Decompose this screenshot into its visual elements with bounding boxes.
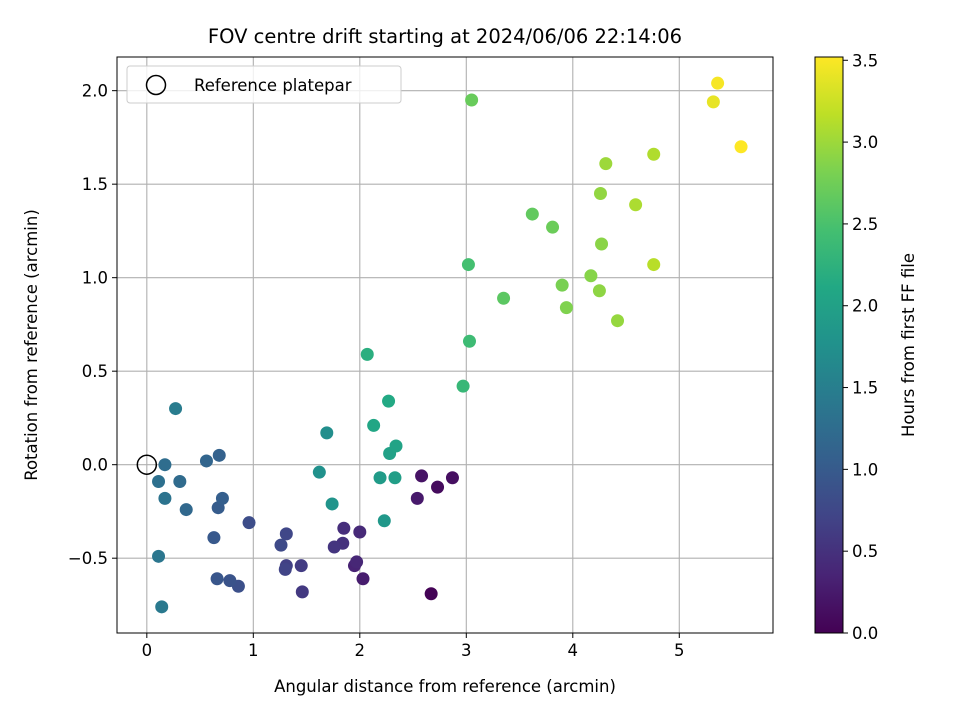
data-point <box>546 220 560 234</box>
data-point <box>152 549 166 563</box>
colorbar-tick-label: 2.0 <box>852 297 878 316</box>
x-tick-label: 4 <box>568 641 579 660</box>
data-point <box>337 521 351 535</box>
data-point <box>456 379 470 393</box>
data-point <box>210 572 224 586</box>
chart-title: FOV centre drift starting at 2024/06/06 … <box>208 25 682 48</box>
data-point <box>356 572 370 586</box>
data-point <box>350 555 364 569</box>
colorbar-tick-label: 1.0 <box>852 460 878 479</box>
data-point <box>279 527 293 541</box>
data-point <box>647 258 661 272</box>
y-axis-label: Rotation from reference (arcmin) <box>22 209 41 481</box>
data-point <box>215 491 229 505</box>
x-tick-label: 3 <box>461 641 472 660</box>
data-point <box>278 562 292 576</box>
data-point <box>169 402 183 416</box>
data-point <box>360 347 374 361</box>
data-point <box>179 503 193 517</box>
y-axis: −0.5 0.0 0.5 1.0 1.5 2.0 <box>68 82 117 568</box>
data-point <box>367 418 381 432</box>
data-point <box>223 574 237 588</box>
data-point <box>599 157 613 171</box>
x-axis: 0 1 2 3 4 5 <box>142 633 685 660</box>
data-point <box>415 469 429 483</box>
colorbar-tick-label: 2.5 <box>852 215 878 234</box>
colorbar: 0.0 0.5 1.0 1.5 2.0 2.5 3.0 3.5 Hours from firs… <box>814 51 918 643</box>
grid <box>117 57 773 633</box>
data-point <box>207 531 221 545</box>
data-point <box>242 516 256 530</box>
data-point <box>274 538 288 552</box>
legend: Reference platepar <box>126 65 402 104</box>
data-point <box>611 314 625 328</box>
data-point <box>462 334 476 348</box>
data-point <box>593 187 607 201</box>
colorbar-tick-label: 3.0 <box>852 133 878 152</box>
y-tick-label: 1.0 <box>82 269 108 288</box>
y-tick-label: −0.5 <box>68 549 108 568</box>
data-point <box>353 525 367 539</box>
data-point <box>525 207 539 221</box>
colorbar-axis: 0.0 0.5 1.0 1.5 2.0 2.5 3.0 3.5 <box>843 51 878 643</box>
data-point <box>734 140 748 154</box>
x-axis-label: Angular distance from reference (arcmin) <box>274 677 616 696</box>
y-tick-label: 0.5 <box>82 362 108 381</box>
data-point <box>158 491 172 505</box>
data-point <box>199 454 213 468</box>
data-point <box>431 480 445 494</box>
x-tick-label: 5 <box>674 641 685 660</box>
data-point <box>320 426 334 440</box>
data-point <box>155 600 169 614</box>
x-tick-label: 1 <box>248 641 259 660</box>
data-point <box>555 278 569 292</box>
data-point <box>389 439 403 453</box>
data-point <box>312 465 326 479</box>
data-point <box>629 198 643 212</box>
data-point <box>173 475 187 489</box>
data-point <box>158 458 172 472</box>
data-point <box>410 491 424 505</box>
data-point <box>497 291 511 305</box>
x-tick-label: 0 <box>142 641 153 660</box>
data-point <box>647 147 661 161</box>
data-point <box>377 514 391 528</box>
data-point <box>706 95 720 109</box>
data-point <box>465 93 479 107</box>
data-point <box>424 587 438 601</box>
colorbar-tick-label: 3.5 <box>852 51 878 70</box>
reference-platepar-marker <box>136 454 158 475</box>
legend-reference-marker-icon <box>145 74 167 96</box>
data-point <box>461 258 475 272</box>
data-point <box>592 284 606 298</box>
colorbar-tick-label: 0.5 <box>852 542 878 561</box>
plot-area-frame <box>116 56 774 634</box>
data-point <box>445 471 459 485</box>
data-points <box>152 76 748 614</box>
data-point <box>382 394 396 408</box>
colorbar-label: Hours from first FF file <box>899 253 918 437</box>
colorbar-tick-label: 0.0 <box>852 624 878 643</box>
y-tick-label: 0.0 <box>82 456 108 475</box>
data-point <box>559 301 573 315</box>
colorbar-tick-label: 1.5 <box>852 379 878 398</box>
legend-label: Reference platepar <box>194 76 352 95</box>
data-point <box>711 76 725 90</box>
y-tick-label: 2.0 <box>82 82 108 101</box>
data-point <box>152 475 166 489</box>
data-point <box>212 448 226 462</box>
data-point <box>327 540 341 554</box>
data-point <box>584 269 598 283</box>
colorbar-gradient <box>814 56 844 634</box>
data-point <box>294 559 308 573</box>
data-point <box>325 497 339 511</box>
data-point <box>388 471 402 485</box>
data-point <box>373 471 387 485</box>
data-point <box>595 237 609 251</box>
data-point <box>295 585 309 599</box>
legend-box <box>126 65 402 104</box>
x-tick-label: 2 <box>355 641 366 660</box>
y-tick-label: 1.5 <box>82 175 108 194</box>
